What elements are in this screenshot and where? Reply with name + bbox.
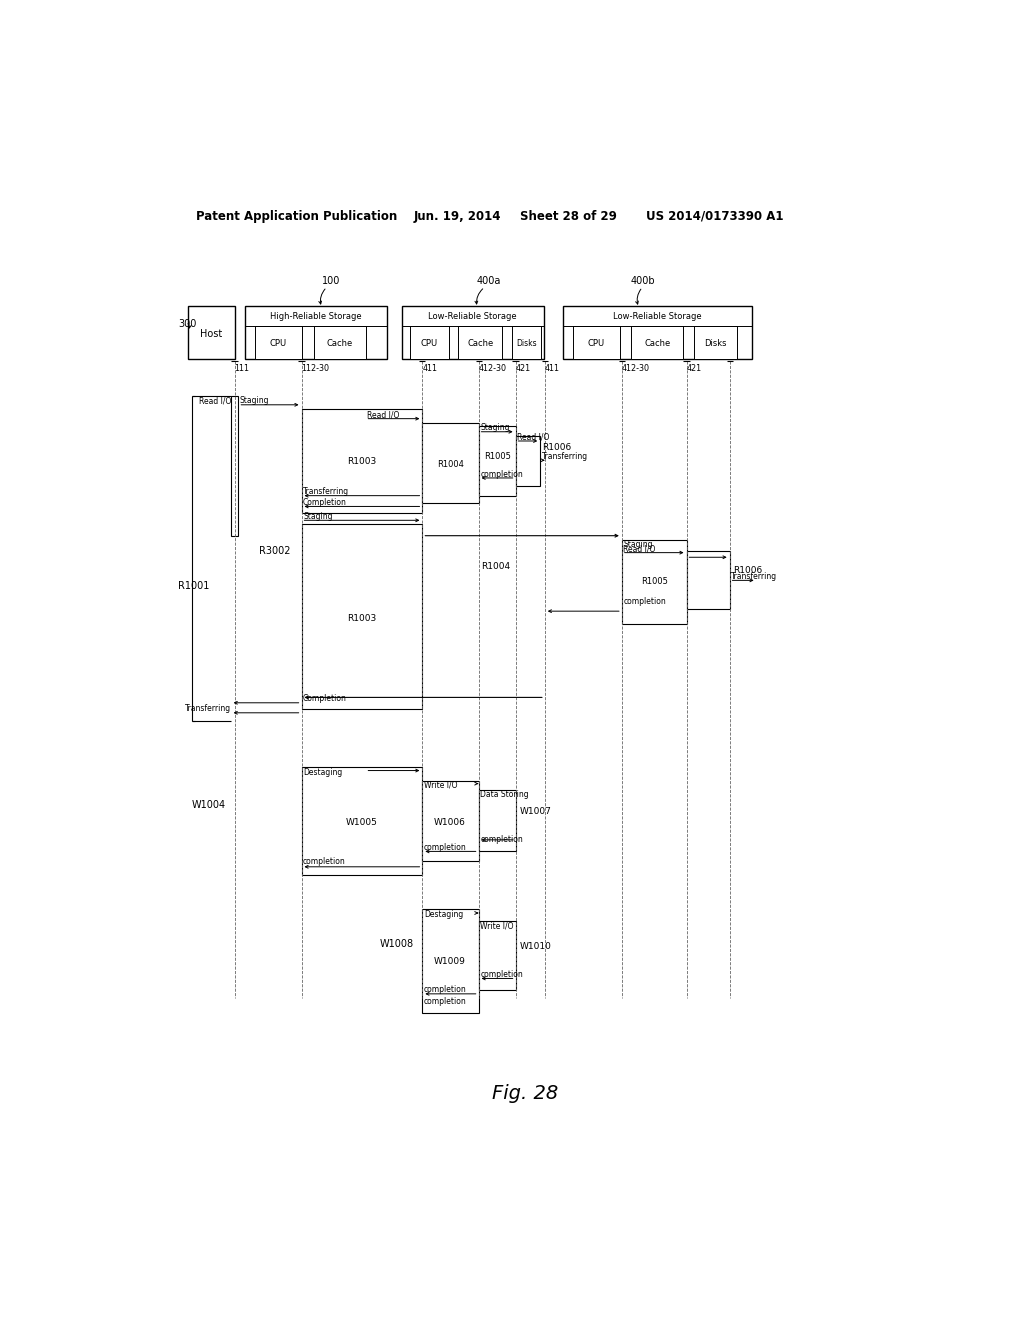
Text: 411: 411: [422, 364, 437, 374]
Text: CPU: CPU: [588, 339, 605, 347]
Text: Transferring: Transferring: [542, 451, 588, 461]
Text: completion: completion: [480, 836, 523, 845]
Bar: [478, 426, 515, 496]
Bar: [512, 326, 541, 359]
Bar: [188, 306, 234, 359]
Text: Transferring: Transferring: [185, 705, 231, 713]
Text: 412-30: 412-30: [622, 364, 650, 374]
Text: R1003: R1003: [347, 457, 376, 466]
Text: R1006: R1006: [733, 566, 763, 574]
Text: Transferring: Transferring: [731, 572, 777, 581]
Text: 421: 421: [686, 364, 701, 374]
Text: Cache: Cache: [327, 339, 353, 347]
Bar: [686, 552, 730, 609]
Bar: [422, 780, 478, 862]
Text: 300: 300: [178, 319, 197, 329]
Bar: [622, 540, 686, 624]
Text: R3002: R3002: [259, 546, 291, 556]
Text: R1003: R1003: [347, 614, 376, 623]
Text: 411: 411: [545, 364, 560, 374]
Text: Staging: Staging: [480, 424, 510, 433]
Text: Disks: Disks: [703, 339, 726, 347]
Text: completion: completion: [480, 970, 523, 979]
Bar: [563, 306, 752, 359]
Text: Completion: Completion: [303, 498, 347, 507]
Text: Fig. 28: Fig. 28: [492, 1085, 558, 1104]
Bar: [458, 326, 503, 359]
Bar: [422, 422, 478, 503]
Text: completion: completion: [424, 986, 467, 994]
Text: Completion: Completion: [303, 694, 347, 704]
Bar: [245, 306, 387, 359]
Bar: [573, 326, 620, 359]
Text: 400a: 400a: [477, 276, 502, 286]
Text: Data Storing: Data Storing: [480, 789, 528, 799]
Text: Staging: Staging: [240, 396, 269, 405]
Text: Destaging: Destaging: [303, 768, 342, 776]
Text: Host: Host: [201, 329, 222, 339]
Text: Low-Reliable Storage: Low-Reliable Storage: [613, 312, 701, 321]
Text: R1006: R1006: [543, 442, 571, 451]
Text: Patent Application Publication: Patent Application Publication: [196, 210, 397, 223]
Bar: [301, 767, 422, 875]
Text: completion: completion: [624, 597, 666, 606]
Text: Read I/O: Read I/O: [199, 396, 231, 405]
Text: 421: 421: [515, 364, 530, 374]
Text: W1008: W1008: [380, 939, 414, 949]
Text: Write I/O: Write I/O: [480, 921, 514, 931]
Bar: [422, 909, 478, 1014]
Text: Staging: Staging: [624, 540, 653, 549]
Text: Cache: Cache: [467, 339, 494, 347]
Bar: [694, 326, 736, 359]
Text: Transferring: Transferring: [303, 487, 349, 496]
Bar: [478, 921, 515, 990]
Bar: [410, 326, 449, 359]
Text: completion: completion: [424, 843, 467, 851]
Text: 112-30: 112-30: [301, 364, 330, 374]
Text: W1010: W1010: [519, 941, 551, 950]
Bar: [301, 524, 422, 709]
Text: W1009: W1009: [434, 957, 466, 966]
Text: R1005: R1005: [641, 577, 668, 586]
Text: R1005: R1005: [483, 451, 511, 461]
Text: Low-Reliable Storage: Low-Reliable Storage: [428, 312, 517, 321]
Text: W1007: W1007: [519, 807, 551, 816]
Text: Destaging: Destaging: [424, 909, 463, 919]
Text: Write I/O: Write I/O: [424, 780, 458, 789]
Text: CPU: CPU: [270, 339, 287, 347]
Text: Jun. 19, 2014: Jun. 19, 2014: [414, 210, 502, 223]
Bar: [515, 436, 541, 486]
Text: W1005: W1005: [346, 817, 378, 826]
Text: W1004: W1004: [193, 800, 226, 810]
Bar: [301, 409, 422, 512]
Bar: [313, 326, 367, 359]
Text: US 2014/0173390 A1: US 2014/0173390 A1: [646, 210, 784, 223]
Text: Disks: Disks: [516, 339, 537, 347]
Text: W1006: W1006: [434, 818, 466, 828]
Text: Staging: Staging: [303, 512, 333, 521]
Text: Read I/O: Read I/O: [624, 544, 655, 553]
Text: completion: completion: [303, 857, 346, 866]
Text: R1004: R1004: [481, 562, 510, 572]
Text: R1004: R1004: [436, 459, 464, 469]
Text: CPU: CPU: [421, 339, 438, 347]
Text: 412-30: 412-30: [478, 364, 507, 374]
Bar: [255, 326, 301, 359]
Bar: [478, 789, 515, 851]
Text: 400b: 400b: [631, 276, 655, 286]
Bar: [631, 326, 683, 359]
Text: R1001: R1001: [178, 581, 210, 591]
Bar: [230, 396, 239, 536]
Bar: [401, 306, 544, 359]
Text: 100: 100: [322, 276, 340, 286]
Text: Cache: Cache: [644, 339, 671, 347]
Text: Read I/O: Read I/O: [517, 433, 550, 442]
Text: Read I/O: Read I/O: [367, 411, 399, 420]
Text: completion: completion: [424, 997, 467, 1006]
Text: 111: 111: [234, 364, 250, 374]
Text: completion: completion: [480, 470, 523, 479]
Text: High-Reliable Storage: High-Reliable Storage: [269, 312, 361, 321]
Text: Sheet 28 of 29: Sheet 28 of 29: [520, 210, 617, 223]
